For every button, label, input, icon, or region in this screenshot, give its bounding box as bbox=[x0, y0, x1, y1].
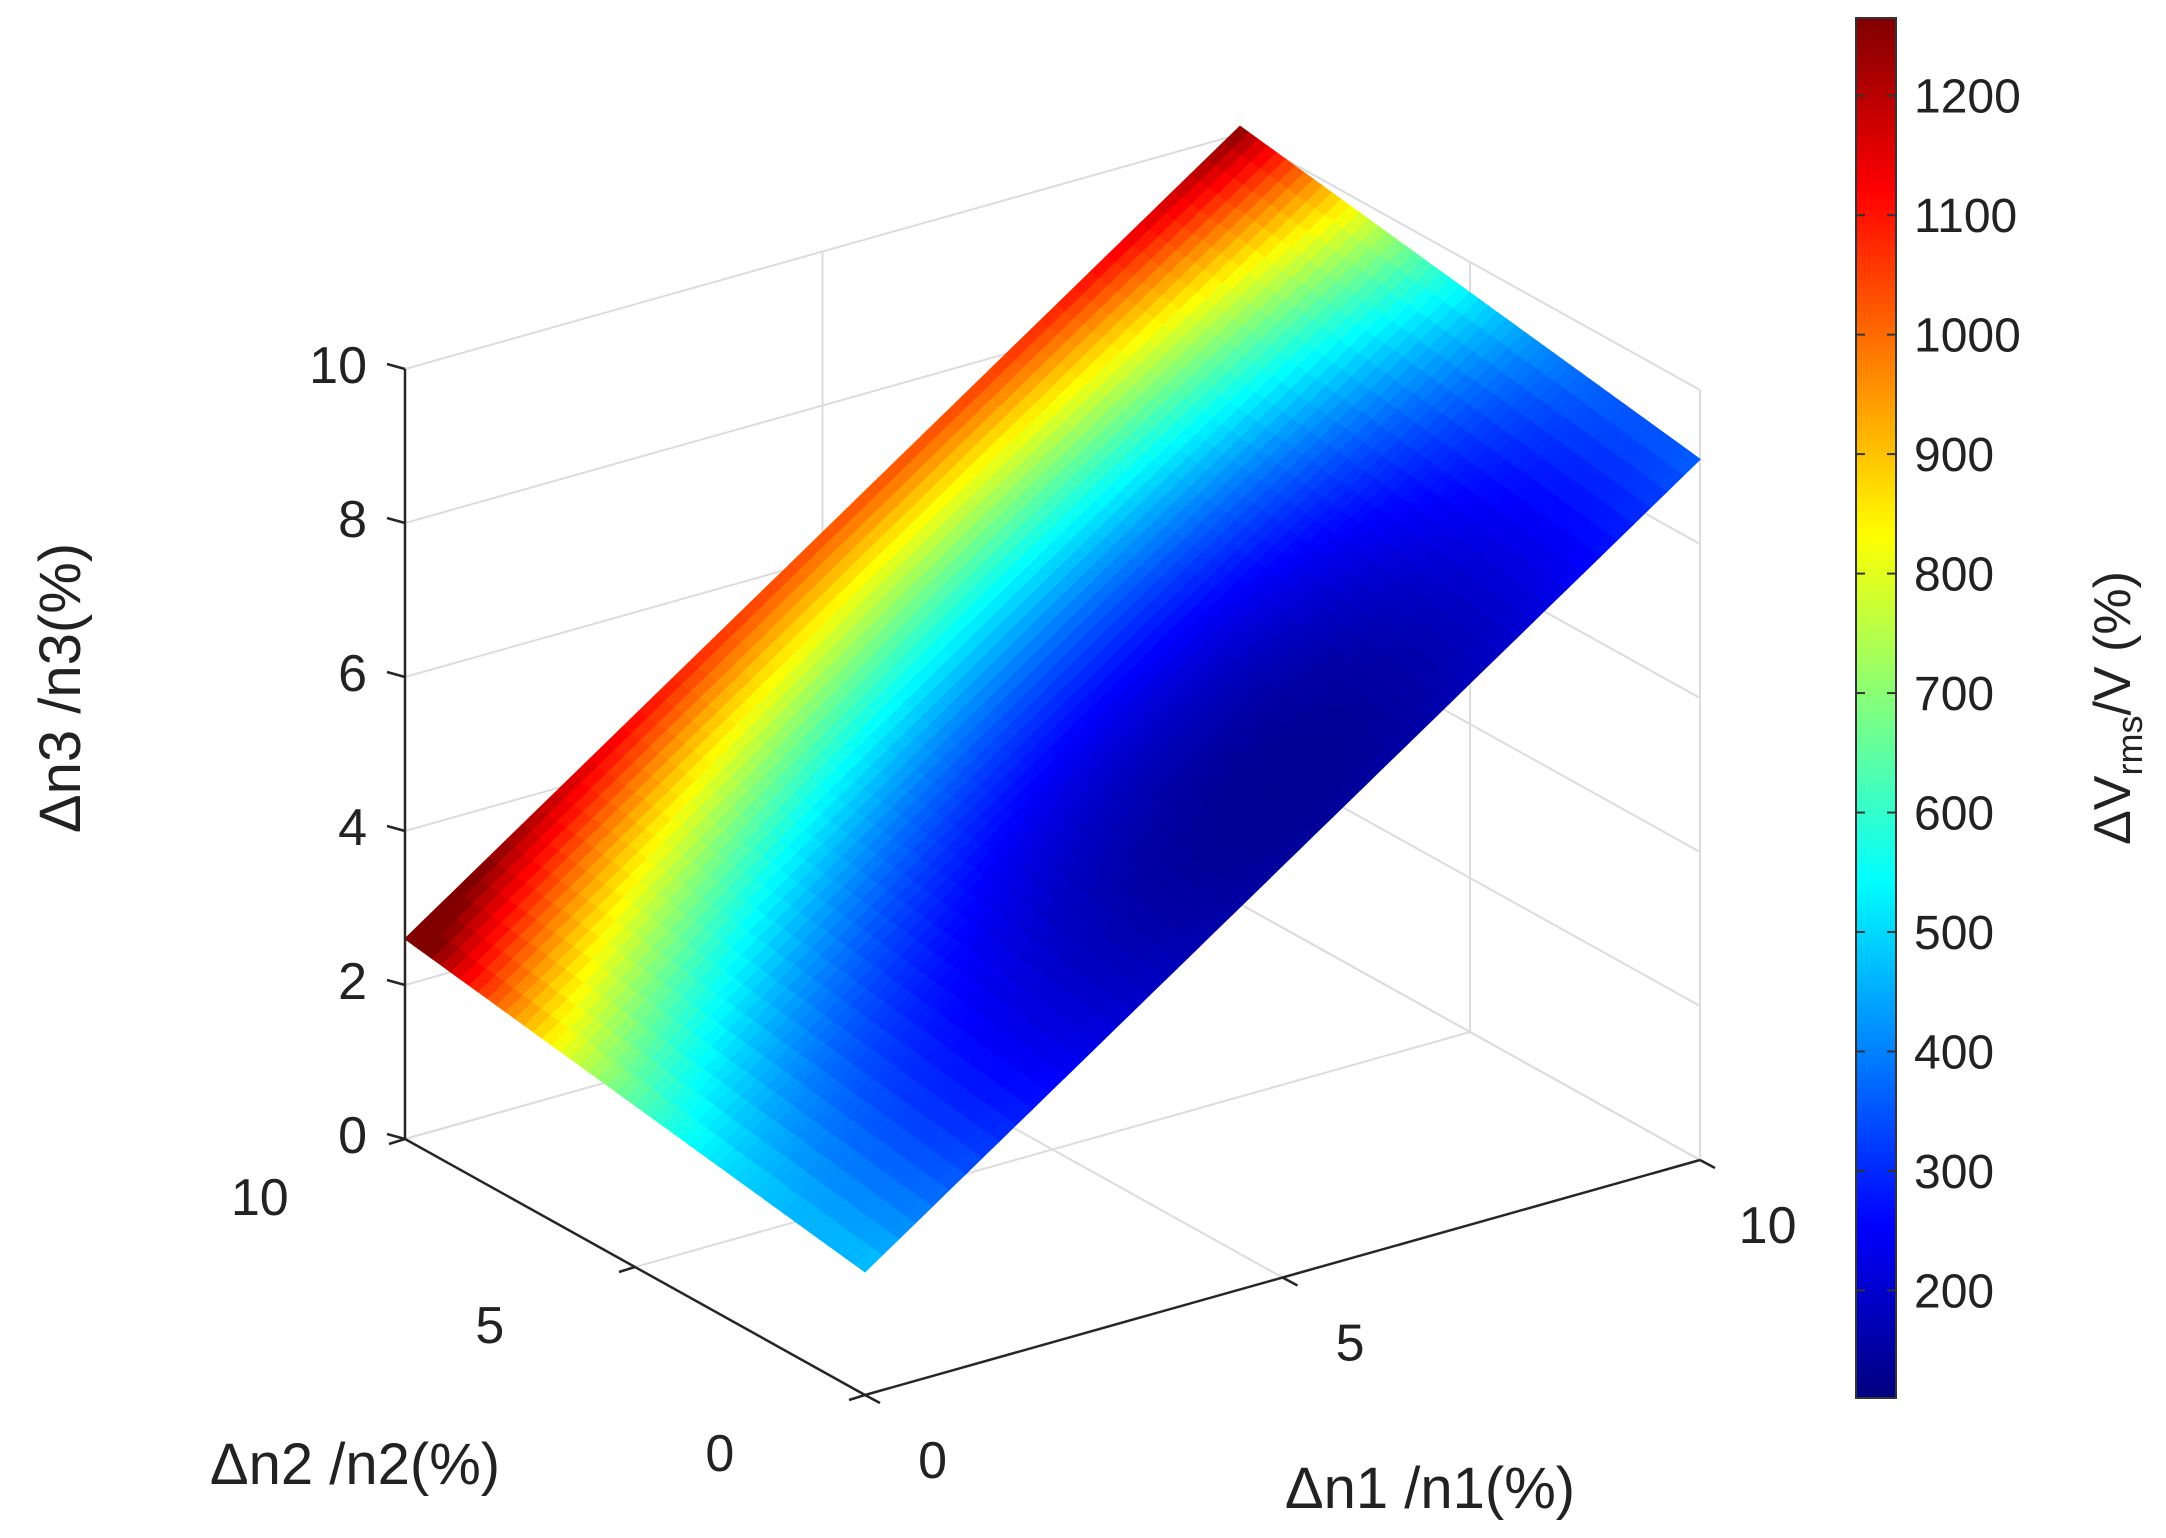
colorbar-tick-label: 1200 bbox=[1914, 71, 2021, 124]
colorbar-tick-label: 500 bbox=[1914, 907, 1994, 960]
z-tick-mark bbox=[386, 362, 406, 371]
colorbar-tick-label: 400 bbox=[1914, 1027, 1994, 1080]
x-tick-label: 10 bbox=[1739, 1197, 1797, 1255]
surface bbox=[404, 125, 1701, 1273]
z-tick-label: 6 bbox=[338, 645, 367, 703]
colorbar-tick-label: 200 bbox=[1914, 1265, 1994, 1318]
z-tick-mark bbox=[386, 1132, 406, 1141]
colorbar-tick-label: 900 bbox=[1914, 429, 1994, 482]
tick-labels: 0 5 10 0 5 10 0 2 4 6 8 10 bbox=[231, 337, 1797, 1490]
y-tick-mark bbox=[388, 1137, 406, 1146]
y-tick-label: 10 bbox=[231, 1169, 289, 1227]
z-tick-mark bbox=[386, 516, 406, 525]
colorbar: 200 300 400 500 600 700 800 900 1000 1100 1200 ΔVr… bbox=[1855, 17, 2150, 1399]
axes-layer bbox=[386, 362, 1716, 1405]
y-tick-mark bbox=[618, 1265, 636, 1274]
colorbar-tick-label: 800 bbox=[1914, 549, 1994, 602]
z-tick-mark bbox=[386, 824, 406, 833]
colorbar-tick-label: 300 bbox=[1914, 1146, 1994, 1199]
x-tick-label: 0 bbox=[918, 1432, 947, 1490]
y-tick-mark bbox=[848, 1393, 866, 1402]
colorbar-tick-label: 1000 bbox=[1914, 310, 2021, 363]
z-tick-label: 2 bbox=[338, 953, 367, 1011]
z-tick-label: 4 bbox=[338, 799, 367, 857]
colorbar-tick-label: 600 bbox=[1914, 788, 1994, 841]
colorbar-ticks: 200 300 400 500 600 700 800 900 1000 1100 1200 bbox=[1856, 71, 2021, 1318]
colorbar-label: ΔVrms/V (%) bbox=[2084, 571, 2150, 845]
x-tick-mark bbox=[1699, 1158, 1716, 1170]
grid-line bbox=[634, 1031, 1471, 1268]
z-axis-label: Δn3 /n3(%) bbox=[28, 543, 93, 833]
colorbar-gradient bbox=[1855, 17, 1897, 1399]
z-tick-label: 8 bbox=[338, 491, 367, 549]
y-tick-label: 5 bbox=[475, 1297, 504, 1355]
x-tick-label: 5 bbox=[1336, 1314, 1365, 1372]
y-axis-label: Δn2 /n2(%) bbox=[210, 1432, 500, 1497]
z-tick-label: 0 bbox=[338, 1107, 367, 1165]
colorbar-tick-label: 700 bbox=[1914, 668, 1994, 721]
y-tick-label: 0 bbox=[705, 1425, 734, 1483]
z-tick-mark bbox=[386, 670, 406, 679]
colorbar-tick-label: 1100 bbox=[1914, 190, 2017, 243]
z-tick-label: 10 bbox=[309, 337, 367, 395]
surface-patch bbox=[854, 1248, 883, 1273]
x-axis-label: Δn1 /n1(%) bbox=[1285, 1456, 1575, 1521]
x-tick-mark bbox=[864, 1393, 881, 1405]
z-tick-mark bbox=[386, 978, 406, 987]
x-tick-mark bbox=[1281, 1276, 1299, 1287]
